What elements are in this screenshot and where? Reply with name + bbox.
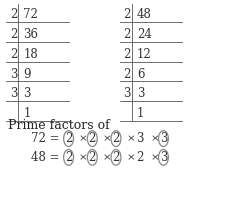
Text: 72: 72 (23, 8, 38, 21)
Text: 2: 2 (112, 132, 120, 145)
Text: ×: × (103, 153, 111, 162)
Text: 2: 2 (124, 28, 131, 41)
Text: 36: 36 (23, 28, 38, 41)
Text: 3: 3 (136, 132, 143, 145)
Text: 2: 2 (65, 151, 72, 164)
Text: 3: 3 (123, 87, 131, 100)
Text: ×: × (150, 153, 159, 162)
Text: ×: × (150, 134, 159, 143)
Text: 12: 12 (137, 48, 151, 61)
Text: 24: 24 (137, 28, 152, 41)
Text: ×: × (126, 153, 135, 162)
Text: 72 =: 72 = (31, 132, 59, 145)
Text: 3: 3 (23, 87, 31, 100)
Text: 1: 1 (137, 107, 144, 120)
Text: 9: 9 (23, 68, 31, 81)
Text: 1: 1 (23, 107, 30, 120)
Text: 2: 2 (89, 151, 96, 164)
Text: 3: 3 (10, 87, 17, 100)
Text: 2: 2 (124, 8, 131, 21)
Text: 48 =: 48 = (31, 151, 59, 164)
Text: 2: 2 (10, 48, 17, 61)
Text: 3: 3 (160, 151, 167, 164)
Text: ×: × (79, 153, 88, 162)
Text: 2: 2 (89, 132, 96, 145)
Text: 2: 2 (10, 28, 17, 41)
Text: 2: 2 (136, 151, 143, 164)
Text: 3: 3 (137, 87, 144, 100)
Text: 2: 2 (124, 68, 131, 81)
Text: 6: 6 (137, 68, 144, 81)
Text: 48: 48 (137, 8, 152, 21)
Text: 2: 2 (112, 151, 120, 164)
Text: ×: × (79, 134, 88, 143)
Text: 2: 2 (65, 132, 72, 145)
Text: 3: 3 (10, 68, 17, 81)
Text: ×: × (103, 134, 111, 143)
Text: Prime factors of: Prime factors of (8, 119, 110, 132)
Text: 2: 2 (10, 8, 17, 21)
Text: 2: 2 (124, 48, 131, 61)
Text: 3: 3 (160, 132, 167, 145)
Text: ×: × (126, 134, 135, 143)
Text: 18: 18 (23, 48, 38, 61)
